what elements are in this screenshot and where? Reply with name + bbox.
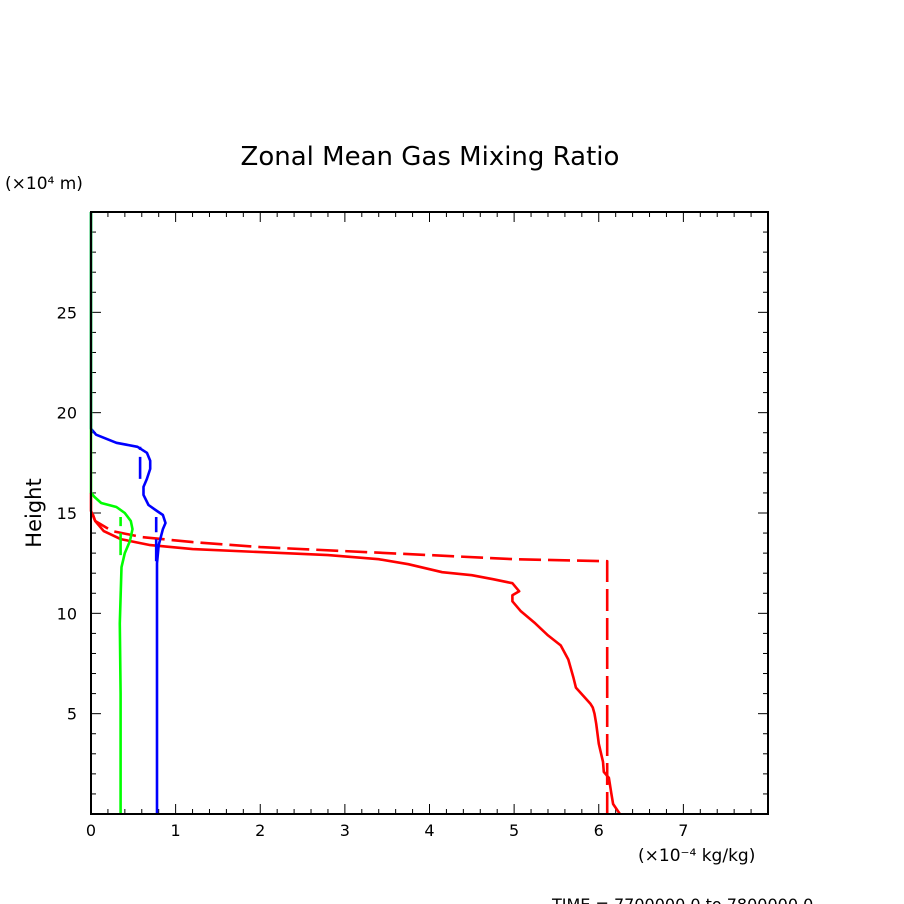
chart-title: Zonal Mean Gas Mixing Ratio [241, 142, 620, 172]
y-axis-label: Height [22, 478, 46, 547]
footer-time-label: TIME = 7700000.0 to 7800000.0 [551, 895, 813, 904]
x-tick-label: 7 [678, 821, 688, 840]
x-tick-label: 6 [594, 821, 604, 840]
x-tick-label: 4 [424, 821, 434, 840]
x-tick-label: 3 [340, 821, 350, 840]
x-tick-label: 1 [171, 821, 181, 840]
series-layer [89, 212, 621, 815]
series-line-2 [89, 212, 167, 814]
y-tick-label: 5 [67, 705, 77, 724]
x-unit-label: (×10⁻⁴ kg/kg) [638, 846, 755, 866]
y-unit-label: (×10⁴ m) [5, 174, 83, 194]
series-line-5 [89, 212, 134, 814]
x-tick-label: 0 [86, 821, 96, 840]
y-tick-label: 20 [57, 404, 77, 423]
x-tick-label: 5 [509, 821, 519, 840]
plot-frame [90, 211, 769, 815]
series-line-0 [89, 492, 621, 815]
x-tick-label: 2 [255, 821, 265, 840]
y-tick-label: 25 [57, 303, 77, 322]
series-line-1 [89, 508, 609, 814]
y-tick-label: 15 [57, 504, 77, 523]
y-tick-label: 10 [57, 604, 77, 623]
